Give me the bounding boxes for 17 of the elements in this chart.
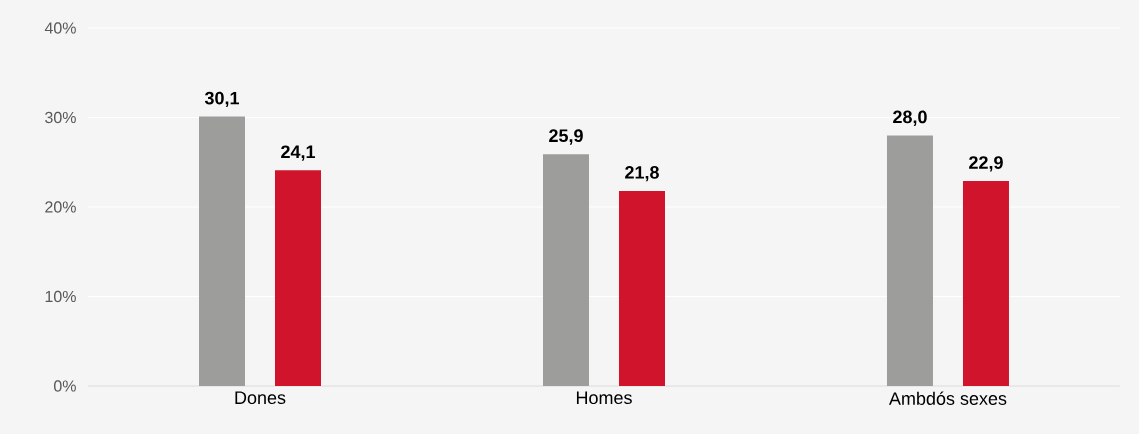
data-label: 24,1: [281, 145, 316, 161]
bar: [618, 190, 665, 386]
y-tick-label: 20%: [45, 201, 76, 213]
bar: [275, 170, 321, 386]
data-label: 25,9: [549, 129, 583, 145]
data-label: 21,8: [625, 166, 659, 182]
y-tick-label: 30%: [45, 111, 76, 124]
x-tick-label: Ambdós sexes: [888, 391, 1007, 405]
data-label: 30,1: [204, 91, 240, 108]
data-label: 28,0: [893, 110, 927, 126]
x-tick-label: Dones: [235, 391, 286, 405]
x-tick-label: Homes: [576, 391, 632, 405]
bar: [962, 181, 1009, 386]
data-label: 22,9: [969, 156, 1003, 172]
y-tick-label: 10%: [45, 290, 76, 303]
y-tick-label: 0%: [53, 380, 76, 392]
y-tick-label: 40%: [44, 22, 76, 34]
